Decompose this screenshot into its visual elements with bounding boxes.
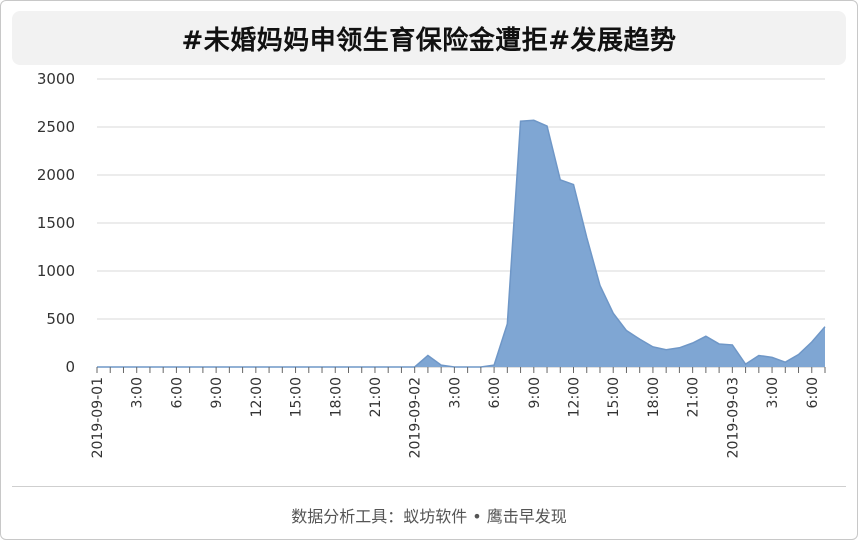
y-tick-label: 0 bbox=[65, 358, 75, 376]
x-tick-label: 12:00 bbox=[567, 377, 583, 417]
footer-source: 数据分析工具：蚁坊软件 • 鹰击早发现 bbox=[291, 507, 567, 526]
x-axis-ticks: 2019-09-01 3:00 6:00 9:00 12:00 15:00 18:00 21:… bbox=[90, 367, 826, 458]
x-tick-label: 21:00 bbox=[368, 377, 384, 417]
area-fill bbox=[97, 120, 825, 367]
x-tick-label: 18:00 bbox=[328, 377, 344, 417]
y-tick-label: 500 bbox=[46, 310, 75, 328]
x-tick-label: 15:00 bbox=[606, 377, 622, 417]
x-tick-label: 6:00 bbox=[487, 377, 503, 408]
area-line bbox=[97, 119, 826, 368]
x-tick-label: 12:00 bbox=[249, 377, 265, 417]
chart-title: #未婚妈妈申领生育保险金遭拒#发展趋势 bbox=[181, 25, 677, 56]
x-tick-label: 18:00 bbox=[646, 377, 662, 417]
y-tick-label: 2000 bbox=[37, 166, 75, 184]
x-tick-label: 9:00 bbox=[209, 377, 225, 408]
x-tick-label: 3:00 bbox=[447, 377, 463, 408]
y-tick-label: 2500 bbox=[37, 118, 75, 136]
x-tick-label: 9:00 bbox=[527, 377, 543, 408]
footer-divider bbox=[12, 486, 846, 487]
x-tick-label: 3:00 bbox=[130, 377, 146, 408]
x-tick-label: 3:00 bbox=[765, 377, 781, 408]
area-series bbox=[97, 119, 826, 368]
grid-lines bbox=[97, 78, 825, 368]
y-tick-label: 1000 bbox=[37, 262, 75, 280]
x-tick-label: 2019-09-02 bbox=[408, 377, 424, 458]
x-tick-label: 2019-09-03 bbox=[725, 377, 741, 458]
y-tick-label: 1500 bbox=[37, 214, 75, 232]
x-tick-label: 2019-09-01 bbox=[90, 377, 106, 458]
y-axis-ticks: 0 500 1000 1500 2000 2500 3000 bbox=[37, 70, 75, 376]
x-tick-label: 6:00 bbox=[169, 377, 185, 408]
y-tick-label: 3000 bbox=[37, 70, 75, 88]
title-bar: #未婚妈妈申领生育保险金遭拒#发展趋势 bbox=[12, 11, 846, 65]
x-tick-label: 21:00 bbox=[686, 377, 702, 417]
x-tick-label: 15:00 bbox=[289, 377, 305, 417]
x-tick-label: 6:00 bbox=[805, 377, 821, 408]
